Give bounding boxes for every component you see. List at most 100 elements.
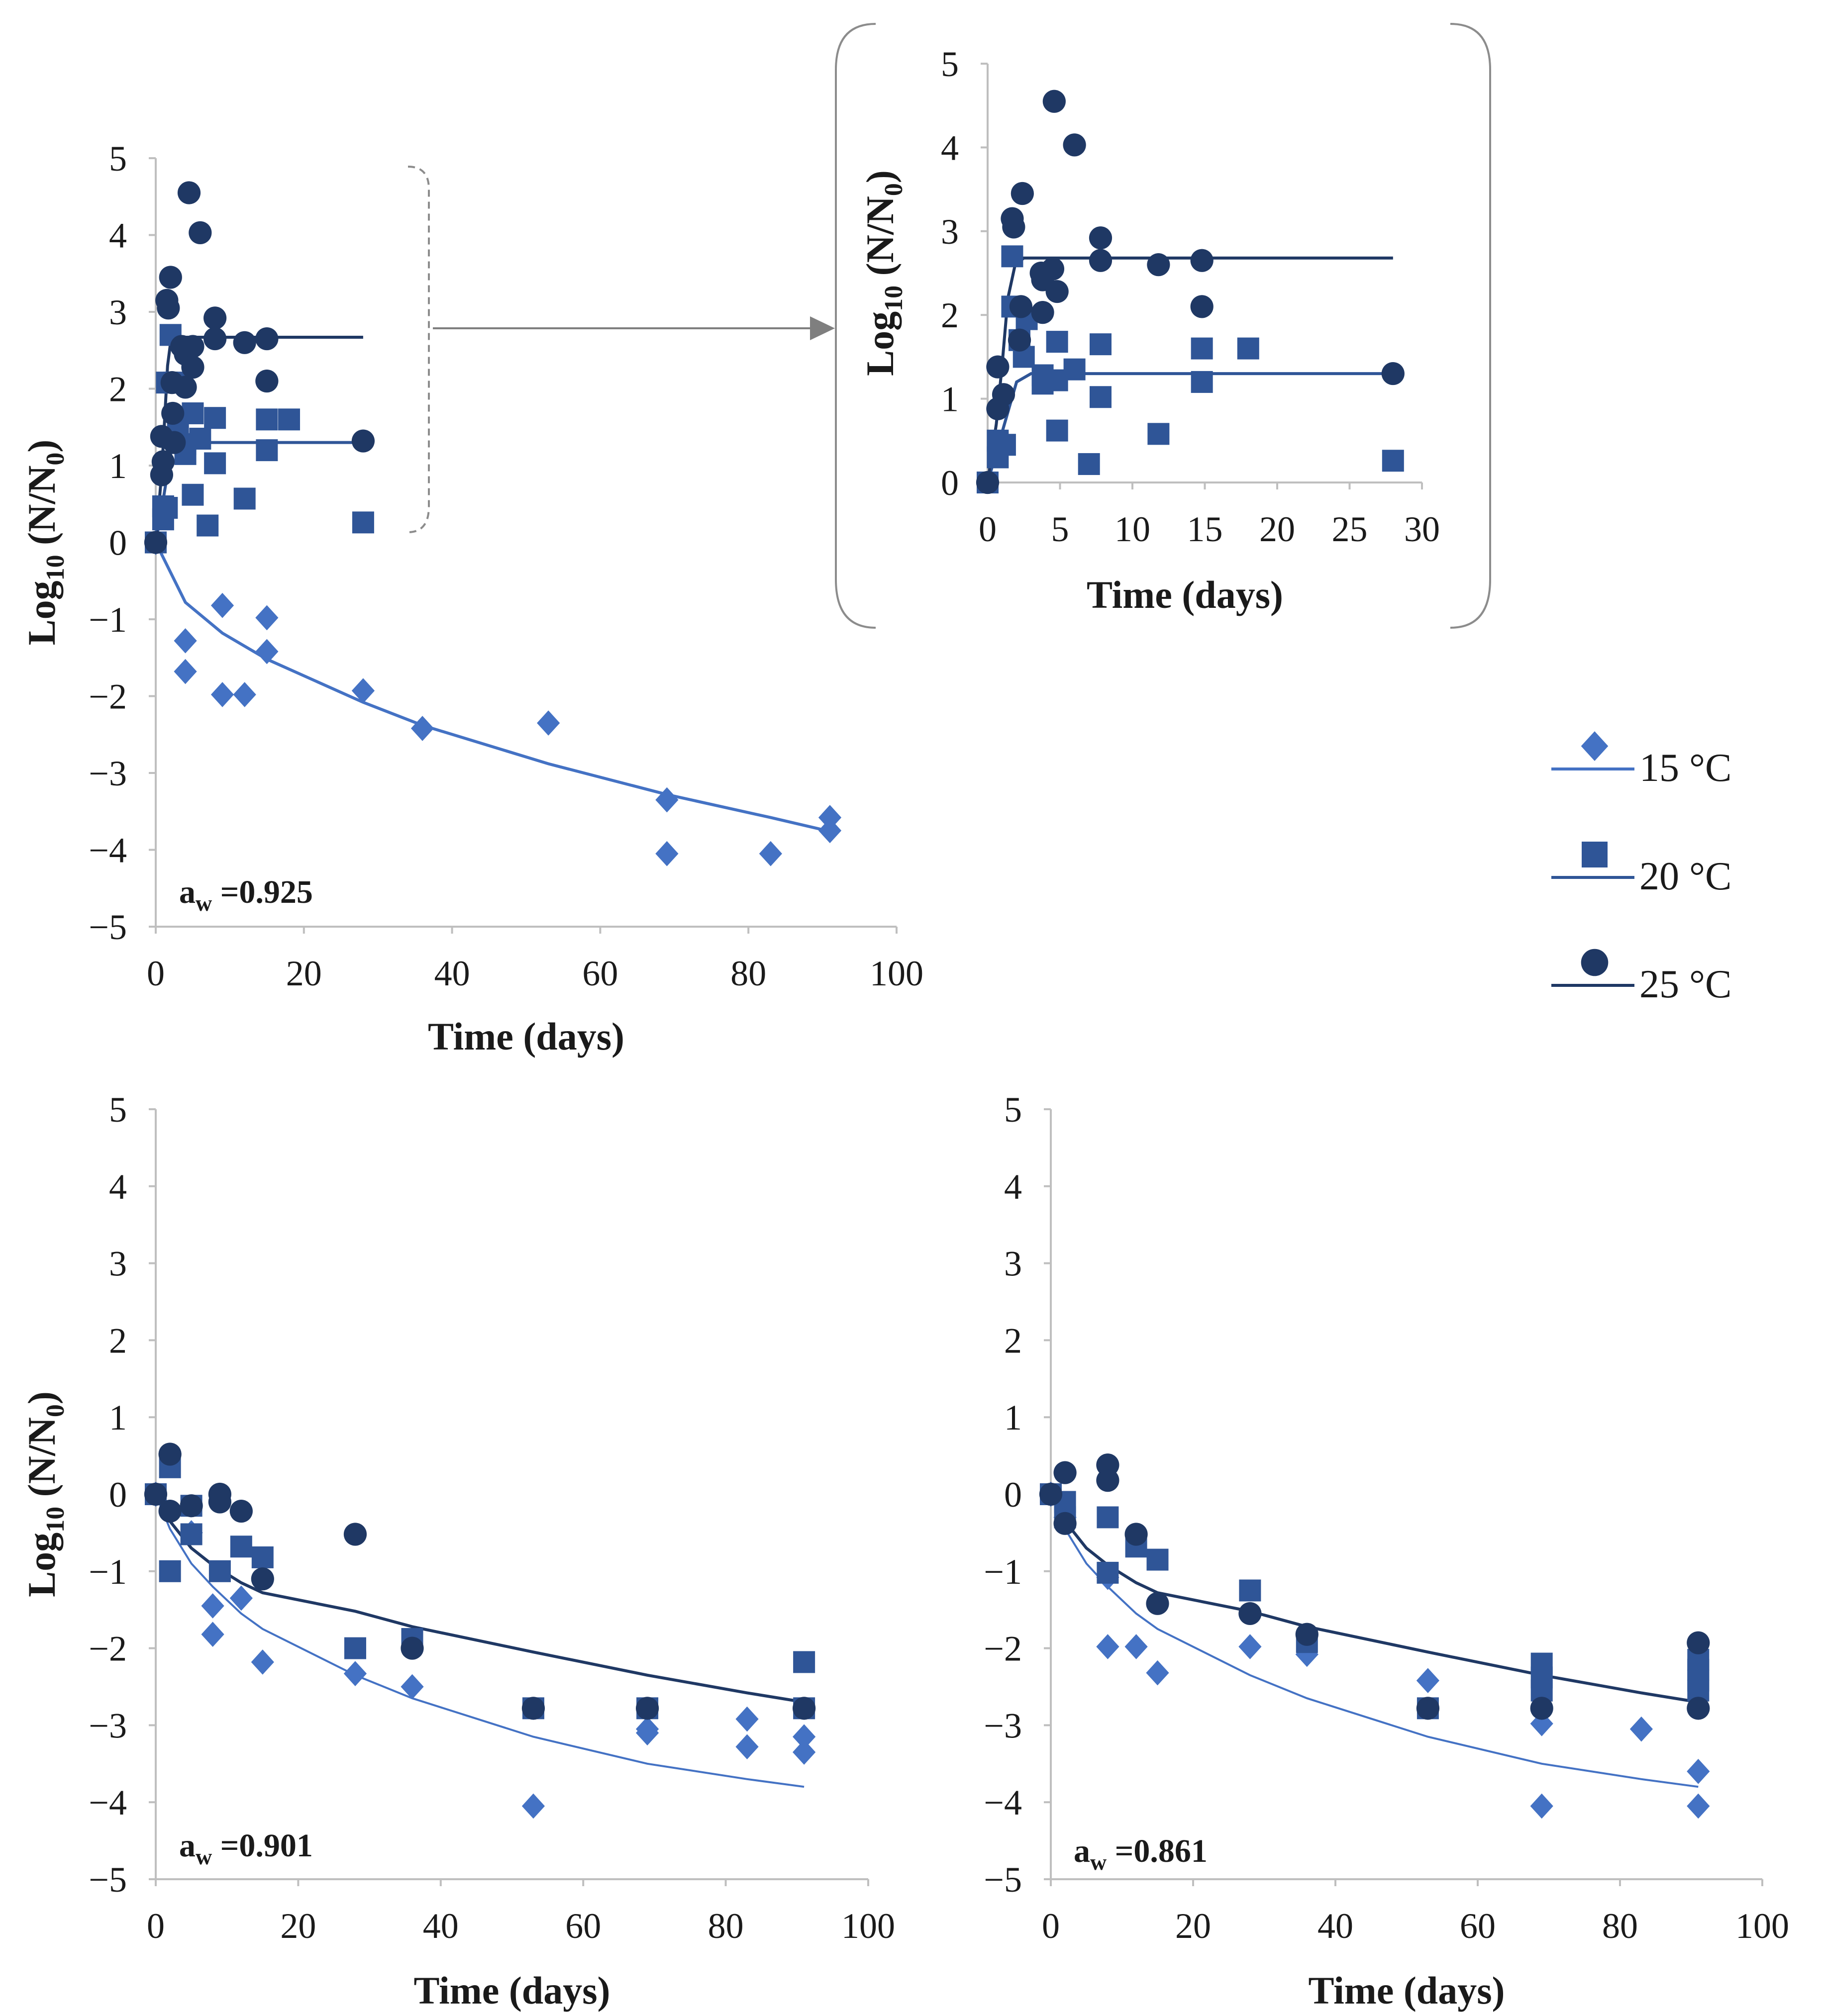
data-point-square <box>233 487 256 510</box>
y-tick-label: −1 <box>89 1552 127 1592</box>
data-point-circle <box>203 327 227 351</box>
data-point-diamond <box>233 682 256 707</box>
x-tick-label: 80 <box>730 954 766 993</box>
data-point-circle <box>1041 257 1065 281</box>
x-tick-label: 60 <box>582 954 618 993</box>
data-point-circle <box>144 1482 168 1506</box>
data-point-diamond <box>537 710 560 736</box>
data-point-square <box>251 1546 274 1568</box>
data-point-circle <box>208 1490 231 1514</box>
data-point-circle <box>1416 1697 1439 1720</box>
zoom-bracket <box>407 166 430 533</box>
data-point-square <box>1046 419 1068 442</box>
y-tick-label: −5 <box>984 1860 1022 1900</box>
x-tick-label: 5 <box>1051 509 1069 549</box>
x-axis-title: Time (days) <box>1308 1969 1505 2012</box>
data-point-circle <box>203 306 227 330</box>
x-tick-label: 100 <box>1735 1906 1789 1946</box>
y-tick-label: 5 <box>109 1090 127 1130</box>
data-point-diamond <box>735 1706 759 1732</box>
x-tick-label: 100 <box>870 954 923 993</box>
inset-frame-right <box>1450 23 1491 629</box>
x-tick-label: 40 <box>434 954 470 993</box>
x-tick-label: 25 <box>1332 509 1368 549</box>
x-tick-label: 20 <box>280 1906 316 1946</box>
data-point-diamond <box>251 1649 274 1675</box>
data-point-circle <box>521 1697 545 1720</box>
data-point-circle <box>189 221 212 244</box>
fit-line-circle <box>1049 1493 1699 1704</box>
legend-marker-square <box>1582 842 1608 867</box>
legend-label: 25 °C <box>1639 962 1731 1006</box>
data-point-circle <box>1053 1461 1077 1484</box>
data-point-square <box>182 402 204 424</box>
fit-line-diamond <box>155 1494 805 1788</box>
y-tick-label: −1 <box>89 600 127 640</box>
arrow-head <box>810 316 835 340</box>
x-tick-label: 80 <box>1602 1906 1638 1946</box>
data-point-circle <box>1146 1592 1169 1615</box>
data-point-circle <box>157 296 180 320</box>
x-tick-label: 100 <box>841 1906 895 1946</box>
data-point-diamond <box>401 1674 424 1700</box>
data-point-circle <box>1039 1482 1063 1506</box>
data-point-diamond <box>201 1622 224 1647</box>
data-point-diamond <box>229 1585 253 1611</box>
water-activity-label: aw =0.861 <box>1074 1833 1208 1875</box>
y-tick-label: 1 <box>941 380 959 419</box>
data-point-diamond <box>210 682 234 707</box>
data-point-square <box>208 1560 231 1582</box>
data-point-square <box>256 439 278 462</box>
data-point-circle <box>251 1567 274 1591</box>
data-point-circle <box>1031 301 1054 324</box>
inset-frame <box>835 23 1491 629</box>
data-point-square <box>1097 1561 1119 1584</box>
y-tick-label: −4 <box>89 831 127 870</box>
data-point-diamond <box>818 805 842 830</box>
data-point-square <box>1089 386 1112 408</box>
data-point-square <box>204 407 226 429</box>
data-point-square <box>1191 337 1213 360</box>
data-point-circle <box>181 356 204 379</box>
y-axis-title: Log10 (N/N0) <box>20 440 70 646</box>
data-point-square <box>156 496 178 519</box>
data-point-circle <box>181 335 204 358</box>
data-point-square <box>1239 1579 1261 1602</box>
inset-frame-left <box>835 23 876 629</box>
data-point-diamond <box>1530 1793 1553 1819</box>
y-tick-label: 2 <box>1004 1321 1022 1360</box>
y-tick-label: 5 <box>109 139 127 179</box>
data-point-circle <box>180 1494 203 1518</box>
y-tick-label: 0 <box>1004 1475 1022 1515</box>
data-point-circle <box>1190 249 1214 272</box>
legend: 15 °C 20 °C 25 °C <box>1551 731 1731 1006</box>
data-point-diamond <box>635 1720 659 1746</box>
data-point-circle <box>174 376 197 399</box>
data-point-circle <box>1687 1697 1710 1720</box>
data-point-diamond <box>1416 1668 1439 1693</box>
data-point-circle <box>255 369 279 393</box>
data-point-circle <box>163 431 186 454</box>
data-point-square <box>204 452 226 475</box>
data-point-circle <box>351 429 375 453</box>
x-tick-label: 20 <box>1175 1906 1211 1946</box>
data-point-square <box>180 1523 202 1545</box>
y-tick-label: 3 <box>1004 1244 1022 1284</box>
data-point-square <box>1237 337 1259 360</box>
data-point-circle <box>1147 253 1170 277</box>
data-point-square <box>1046 331 1068 353</box>
data-point-circle <box>1238 1602 1262 1626</box>
x-tick-label: 0 <box>147 1906 165 1946</box>
x-tick-label: 10 <box>1114 509 1150 549</box>
y-tick-label: 2 <box>109 1321 127 1360</box>
y-tick-label: −4 <box>984 1783 1022 1823</box>
data-point-circle <box>1687 1631 1710 1654</box>
x-tick-label: 0 <box>147 954 165 993</box>
y-tick-label: −4 <box>89 1783 127 1823</box>
data-point-diamond <box>1687 1758 1710 1784</box>
data-point-diamond <box>655 841 679 866</box>
data-point-diamond <box>351 678 375 703</box>
data-point-circle <box>635 1697 659 1720</box>
y-tick-label: −3 <box>984 1706 1022 1745</box>
